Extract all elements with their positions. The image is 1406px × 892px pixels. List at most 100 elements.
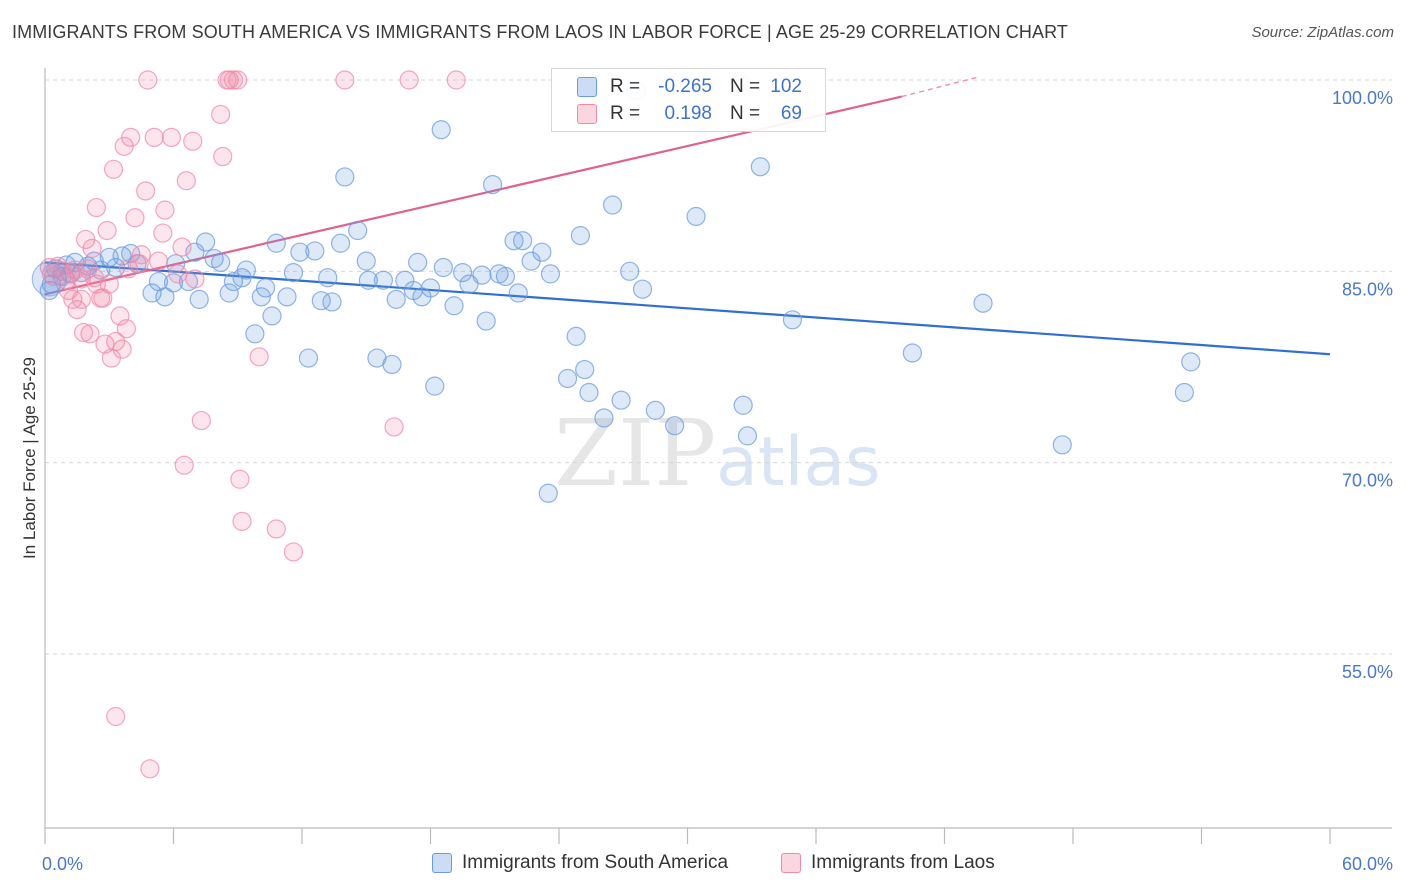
data-point [71, 289, 92, 309]
data-point [116, 319, 136, 339]
data-point [73, 322, 94, 343]
stats-n-value: 69 [780, 103, 802, 124]
data-point [733, 395, 753, 415]
data-point [189, 289, 209, 309]
legend: Immigrants from South America Immigrants… [0, 852, 1406, 878]
data-point [382, 354, 402, 375]
data-point [236, 260, 256, 280]
data-point [575, 359, 595, 380]
data-point [262, 306, 282, 326]
data-point [163, 273, 184, 293]
data-point [191, 410, 211, 431]
trend-line-laos-extension [901, 76, 977, 98]
data-point [737, 426, 758, 446]
legend-item-south-america[interactable]: Immigrants from South America [432, 852, 728, 874]
data-point [305, 241, 325, 261]
data-point [228, 70, 248, 90]
stats-swatch-south-america [577, 77, 597, 97]
data-point [103, 159, 124, 179]
data-point [266, 519, 286, 539]
legend-label: Immigrants from South America [462, 852, 729, 873]
data-point [1052, 435, 1072, 455]
data-point [172, 237, 192, 257]
data-point [532, 242, 552, 262]
data-point [330, 233, 351, 253]
data-point [121, 127, 141, 147]
data-point [433, 257, 453, 278]
data-point [645, 400, 665, 420]
data-point [41, 274, 62, 294]
data-point [118, 259, 139, 279]
data-point [99, 274, 119, 294]
legend-swatch-laos [781, 853, 801, 873]
data-point [183, 131, 203, 151]
data-points [31, 70, 1201, 779]
data-point [283, 542, 304, 562]
series-laos [39, 70, 466, 779]
data-point [750, 157, 770, 177]
data-point [86, 197, 107, 218]
data-point [93, 288, 113, 308]
data-point [148, 251, 169, 271]
data-point [213, 146, 233, 167]
data-point [540, 264, 561, 284]
legend-swatch-south-america [432, 853, 452, 873]
data-point [602, 195, 623, 215]
data-point [144, 127, 164, 147]
axes [44, 68, 1392, 844]
data-point [82, 238, 102, 258]
data-point [348, 220, 368, 241]
data-point [665, 416, 685, 436]
data-point [579, 382, 599, 403]
data-point [373, 270, 393, 290]
data-point [174, 455, 194, 475]
data-point [136, 181, 156, 201]
data-point [399, 70, 419, 90]
data-point [453, 263, 473, 283]
data-point [538, 483, 558, 503]
data-point [611, 390, 631, 410]
chart-title: IMMIGRANTS FROM SOUTH AMERICA VS IMMIGRA… [12, 22, 1068, 42]
stats-r-value: -0.265 [658, 76, 712, 97]
y-tick-label: 55.0% [1342, 662, 1393, 682]
data-point [902, 343, 922, 363]
data-point [620, 261, 640, 281]
legend-item-laos[interactable]: Immigrants from Laos [781, 852, 995, 874]
data-point [155, 287, 175, 307]
data-point [686, 206, 706, 227]
data-point [335, 70, 355, 90]
data-point [138, 70, 158, 90]
data-point [131, 245, 151, 265]
stats-n-label: N = [730, 76, 761, 97]
data-point [106, 331, 126, 352]
data-point [41, 264, 62, 284]
data-point [322, 292, 342, 312]
data-point [566, 326, 586, 346]
data-point [168, 264, 188, 284]
stats-r-label: R = [610, 103, 641, 124]
data-point [335, 167, 355, 187]
data-point [232, 511, 252, 531]
data-point-cluster [31, 261, 67, 297]
watermark-zip: ZIP [554, 400, 717, 507]
data-point [251, 287, 271, 307]
data-point [431, 120, 451, 140]
data-point [298, 348, 319, 368]
data-point [318, 268, 338, 288]
data-point [211, 252, 231, 273]
data-point [472, 265, 492, 285]
data-point [112, 339, 132, 359]
stats-r-label: R = [610, 76, 641, 97]
data-point [483, 174, 503, 195]
x-tick-label-min: 0.0% [42, 854, 83, 874]
data-point [386, 289, 406, 309]
data-point [446, 70, 466, 90]
data-point [67, 300, 87, 320]
data-point [358, 270, 378, 290]
stats-n-label: N = [730, 103, 761, 124]
stats-r-value: 0.198 [664, 103, 712, 124]
data-point [290, 242, 310, 262]
data-point [1181, 352, 1201, 372]
data-point [476, 311, 496, 331]
